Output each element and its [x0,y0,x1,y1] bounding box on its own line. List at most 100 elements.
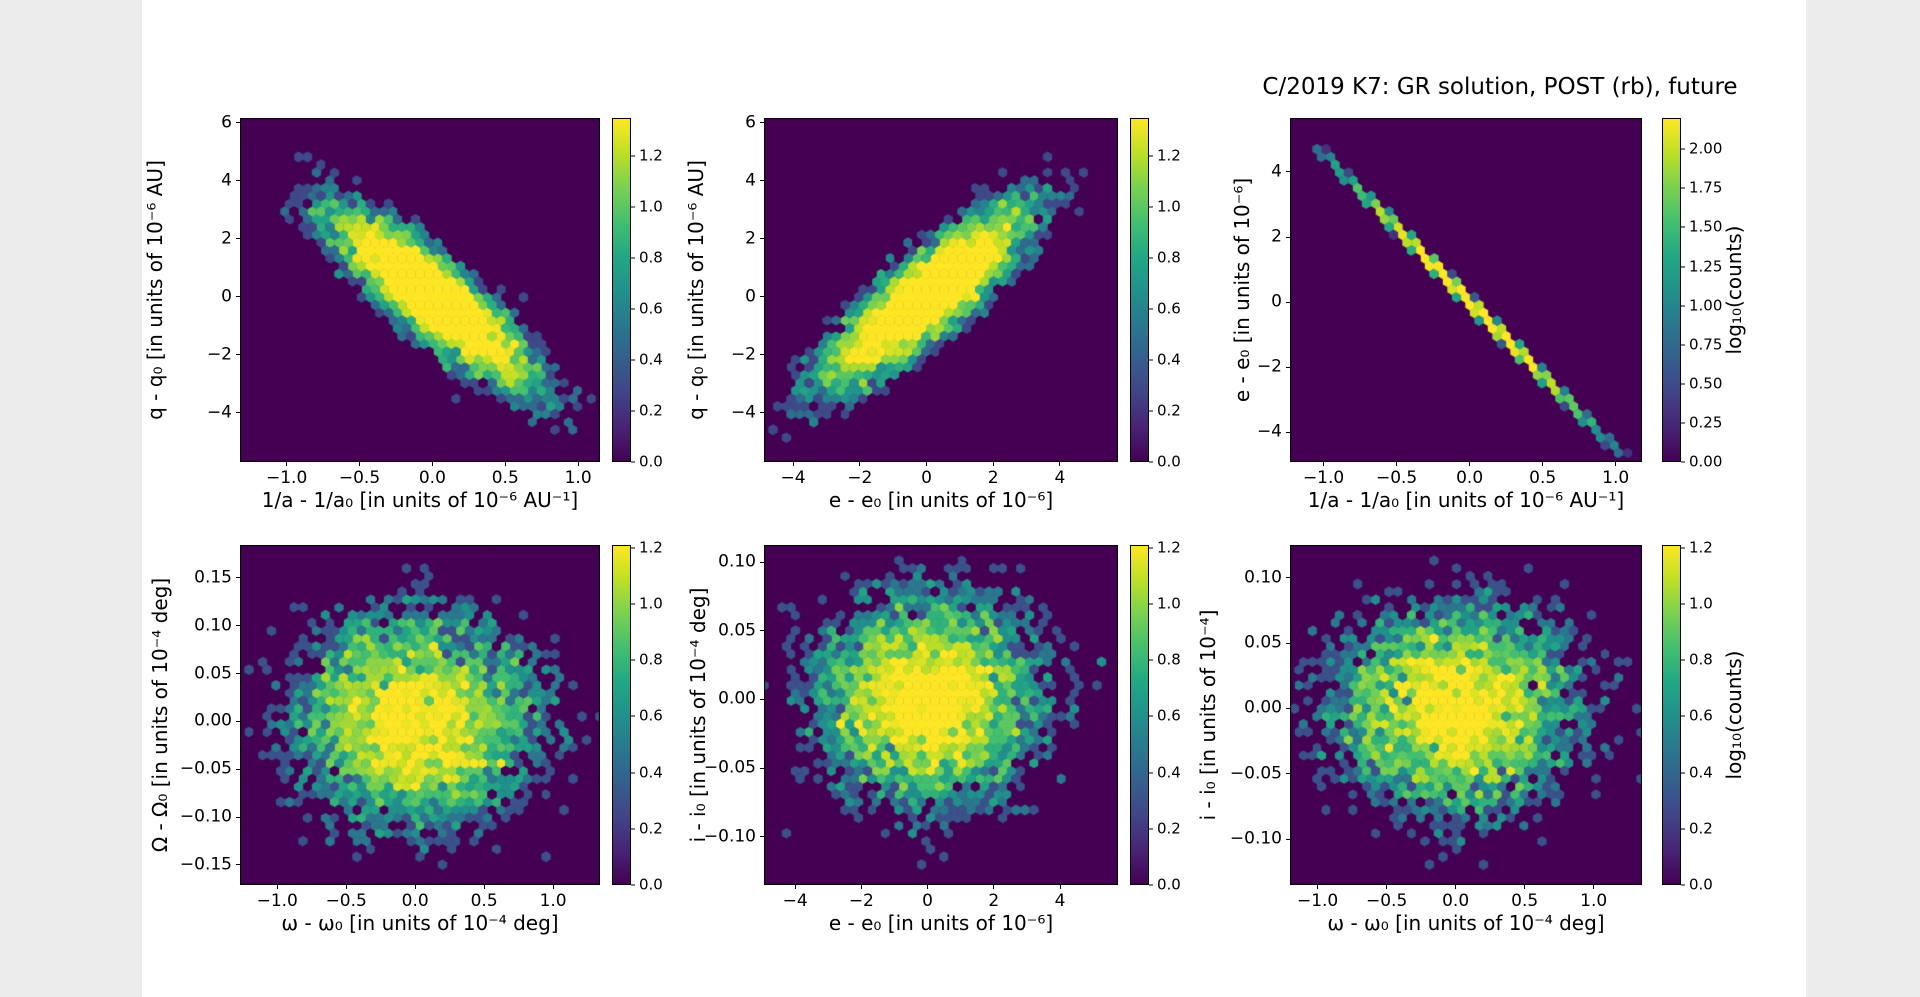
colorbar-tick-mark [631,603,635,605]
panel-e-vs-inva: e - e₀ [in units of 10⁻⁶] 1/a - 1/a₀ [in… [1230,118,1746,512]
x-tick-mark [1317,885,1319,889]
x-axis-label: 1/a - 1/a₀ [in units of 10⁻⁶ AU⁻¹] [261,488,579,512]
x-axis-label: e - e₀ [in units of 10⁻⁶] [828,488,1054,512]
y-tick-label: 0.00 [194,710,232,731]
x-tick-mark [1524,885,1526,889]
y-tick-mark [760,698,764,700]
y-tick-mark [760,354,764,356]
colorbar-tick-mark [1681,187,1685,189]
colorbar-tick-mark [1681,715,1685,717]
colorbar-tick-mark [1681,383,1685,385]
y-tick-mark [236,238,240,240]
y-tick-mark [1286,642,1290,644]
colorbar-tick-label: 0.8 [1157,650,1181,669]
x-tick-label: −1.0 [1296,891,1339,911]
colorbar-tick-label: 0.2 [639,819,663,838]
colorbar-tick-label: 1.0 [1689,594,1713,613]
colorbar-gradient [612,118,631,462]
page-margin-left [0,0,142,997]
x-tick-label: −2 [848,891,874,911]
x-tick-mark [552,885,554,889]
x-tick-label: −0.5 [1375,468,1418,488]
x-tick-label: −0.5 [1365,891,1408,911]
x-tick-label: −4 [780,468,806,488]
colorbar-tick-label: 0.0 [639,875,663,894]
panel-i-vs-e: i - i₀ [in units of 10⁻⁴ deg] e - e₀ [in… [686,540,1181,935]
colorbar-tick-label: 0.00 [1689,452,1723,471]
colorbar-tick-mark [1681,547,1685,549]
colorbar-tick-mark [1681,828,1685,830]
x-tick-label: 1.0 [564,468,592,488]
y-tick-label: 0.10 [718,551,756,572]
colorbar-tick-mark [631,884,635,886]
y-tick-mark [1286,707,1290,709]
x-tick-mark [794,885,796,889]
colorbar-tick-label: 1.0 [639,197,663,216]
y-tick-label: −2 [206,344,232,365]
colorbar-gradient [1130,118,1149,462]
colorbar-tick-label: 1.25 [1689,257,1723,276]
x-tick-mark [993,885,995,889]
y-axis-label: i - i₀ [in units of 10⁻⁴ deg] [686,587,710,843]
colorbar-tick-mark [1149,715,1153,717]
colorbar-tick-label: 1.2 [1157,146,1181,165]
x-tick-mark [504,462,506,466]
colorbar-tick-label: 1.50 [1689,217,1723,236]
x-tick-label: 1.0 [1580,891,1608,911]
x-tick-label: −0.5 [325,891,367,911]
colorbar-tick-mark [1681,305,1685,307]
y-tick-label: −0.15 [179,854,232,875]
y-tick-mark [236,354,240,356]
y-tick-label: −4 [730,402,756,423]
x-tick-mark [792,462,794,466]
y-tick-label: 0.05 [1244,632,1282,653]
colorbar-tick-mark [631,206,635,208]
y-tick-mark [236,577,240,579]
x-tick-label: 0.0 [1442,891,1470,911]
colorbar-tick-label: 2.00 [1689,139,1723,158]
colorbar-tick-label: 1.2 [639,538,663,557]
x-tick-mark [1469,462,1471,466]
x-tick-mark [1059,462,1061,466]
panel-q-vs-inva: q - q₀ [in units of 10⁻⁶ AU] 1/a - 1/a₀ … [143,114,663,512]
y-tick-label: 2 [745,228,756,249]
hexbin-canvas [764,118,1118,462]
y-tick-mark [760,122,764,124]
colorbar-tick-mark [1149,206,1153,208]
y-tick-label: 0.10 [1244,567,1282,588]
y-tick-label: 0.05 [194,663,232,684]
colorbar-tick-mark [1149,155,1153,157]
colorbar-tick-label: 0.8 [1157,248,1181,267]
y-tick-label: 0.00 [718,688,756,709]
colorbar-tick-mark [1681,344,1685,346]
colorbar-tick-label: 0.2 [1157,401,1181,420]
x-tick-label: 0.5 [1511,891,1539,911]
colorbar: 0.0 0.2 0.4 0.6 0.8 1.0 1.2 [612,540,672,892]
panel-q-vs-e: q - q₀ [in units of 10⁻⁶ AU] e - e₀ [in … [684,114,1181,512]
colorbar-gradient [1662,545,1681,885]
x-tick-label: −1.0 [256,891,298,911]
y-tick-mark [1286,236,1290,238]
colorbar-tick-mark [631,155,635,157]
colorbar-tick-label: 0.4 [1157,763,1181,782]
colorbar-tick-label: 0.4 [1689,763,1713,782]
x-tick-label: −0.5 [338,468,381,488]
colorbar-tick-mark [631,461,635,463]
colorbar-tick-label: 0.8 [1689,650,1713,669]
colorbar-tick-mark [1149,603,1153,605]
y-tick-mark [1286,366,1290,368]
colorbar-gradient [1662,118,1681,462]
colorbar-tick-mark [631,308,635,310]
y-axis-label: q - q₀ [in units of 10⁻⁶ AU] [684,160,708,420]
colorbar-tick-label: 0.2 [1689,819,1713,838]
colorbar-gradient [1130,545,1149,885]
y-tick-label: 6 [221,112,232,133]
colorbar-tick-mark [631,772,635,774]
x-axis-label: 1/a - 1/a₀ [in units of 10⁻⁶ AU⁻¹] [1307,488,1625,512]
colorbar-tick-label: 0.4 [1157,350,1181,369]
colorbar-tick-label: 0.0 [1689,875,1713,894]
colorbar-tick-mark [631,659,635,661]
colorbar-tick-mark [631,257,635,259]
y-tick-label: −0.05 [179,758,232,779]
y-tick-mark [760,767,764,769]
